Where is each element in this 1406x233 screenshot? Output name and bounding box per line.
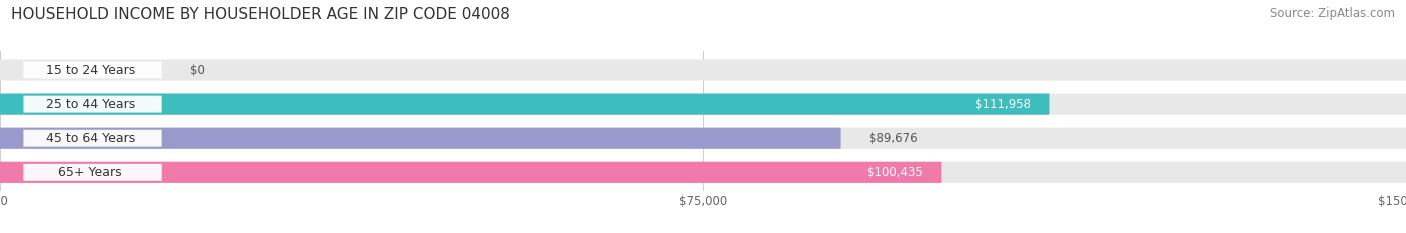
Text: Source: ZipAtlas.com: Source: ZipAtlas.com <box>1270 7 1395 20</box>
FancyBboxPatch shape <box>0 59 1406 81</box>
Text: 15 to 24 Years: 15 to 24 Years <box>45 64 135 76</box>
Text: $0: $0 <box>190 64 205 76</box>
FancyBboxPatch shape <box>24 164 162 181</box>
FancyBboxPatch shape <box>0 128 841 149</box>
Text: 25 to 44 Years: 25 to 44 Years <box>45 98 135 111</box>
Text: 65+ Years: 65+ Years <box>59 166 122 179</box>
Text: 45 to 64 Years: 45 to 64 Years <box>45 132 135 145</box>
FancyBboxPatch shape <box>24 96 162 113</box>
FancyBboxPatch shape <box>24 130 162 147</box>
FancyBboxPatch shape <box>0 162 942 183</box>
FancyBboxPatch shape <box>0 93 1406 115</box>
FancyBboxPatch shape <box>0 128 1406 149</box>
FancyBboxPatch shape <box>24 62 162 79</box>
Text: HOUSEHOLD INCOME BY HOUSEHOLDER AGE IN ZIP CODE 04008: HOUSEHOLD INCOME BY HOUSEHOLDER AGE IN Z… <box>11 7 510 22</box>
FancyBboxPatch shape <box>0 162 1406 183</box>
FancyBboxPatch shape <box>0 93 1049 115</box>
Text: $89,676: $89,676 <box>869 132 917 145</box>
Text: $111,958: $111,958 <box>974 98 1031 111</box>
Text: $100,435: $100,435 <box>868 166 922 179</box>
